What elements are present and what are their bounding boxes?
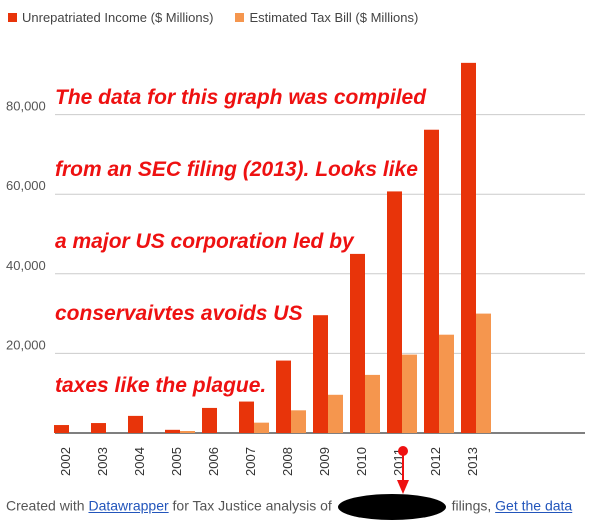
x-tick-label: 2005 bbox=[169, 447, 184, 476]
bar-income bbox=[461, 62, 476, 434]
y-tick-label: 20,000 bbox=[6, 337, 46, 352]
bar-tax bbox=[291, 410, 306, 433]
bar-tax bbox=[180, 431, 195, 433]
annotation-text: The data for this graph was compiled fro… bbox=[55, 38, 426, 446]
redaction-mark bbox=[337, 494, 446, 520]
footer-prefix: Created with bbox=[6, 497, 85, 514]
bar-income bbox=[128, 415, 143, 433]
bar-tax bbox=[254, 422, 269, 433]
x-tick-label: 2008 bbox=[280, 447, 295, 476]
legend: Unrepatriated Income ($ Millions) Estima… bbox=[8, 10, 440, 25]
legend-item-income[interactable]: Unrepatriated Income ($ Millions) bbox=[8, 10, 213, 25]
x-tick-label: 2006 bbox=[206, 447, 221, 476]
y-tick-label: 40,000 bbox=[6, 258, 46, 273]
bar-income bbox=[424, 129, 439, 433]
bar-income bbox=[202, 407, 217, 433]
bar-income bbox=[313, 315, 328, 433]
annotation-line: The data for this graph was compiled bbox=[55, 86, 427, 109]
legend-swatch-income bbox=[8, 13, 17, 22]
bar-income bbox=[239, 401, 254, 433]
bar-income bbox=[276, 360, 291, 433]
x-tick-label: 2012 bbox=[428, 447, 443, 476]
legend-item-tax[interactable]: Estimated Tax Bill ($ Millions) bbox=[235, 10, 418, 25]
legend-label-income: Unrepatriated Income ($ Millions) bbox=[22, 10, 214, 25]
bar-income bbox=[387, 191, 402, 433]
bar-tax bbox=[328, 394, 343, 433]
annotation-line: conservaivtes avoids US bbox=[55, 302, 303, 325]
x-tick-label: 2004 bbox=[132, 447, 147, 476]
footer-middle: for Tax Justice analysis of bbox=[172, 497, 332, 514]
x-tick-label: 2007 bbox=[243, 447, 258, 476]
annotation-line: a major US corporation led by bbox=[55, 230, 354, 253]
legend-label-tax: Estimated Tax Bill ($ Millions) bbox=[249, 10, 419, 25]
footer-suffix: filings, bbox=[451, 497, 492, 514]
get-data-link[interactable]: Get the data bbox=[495, 497, 573, 514]
bar-tax bbox=[365, 374, 380, 433]
datawrapper-link[interactable]: Datawrapper bbox=[88, 497, 169, 514]
y-tick-label: 80,000 bbox=[6, 99, 46, 114]
x-tick-label: 2002 bbox=[58, 447, 73, 476]
bar-income bbox=[54, 425, 69, 433]
footer: Created with Datawrapper for Tax Justice… bbox=[6, 494, 572, 520]
bar-income bbox=[165, 429, 180, 433]
annotation-line: from an SEC filing (2013). Looks like bbox=[55, 158, 418, 181]
x-tick-label: 2009 bbox=[317, 447, 332, 476]
y-tick-label: 60,000 bbox=[6, 178, 46, 193]
annotation-line: taxes like the plague. bbox=[55, 374, 267, 397]
legend-swatch-tax bbox=[235, 13, 245, 22]
bar-income bbox=[350, 253, 365, 433]
x-tick-label: 2013 bbox=[465, 447, 480, 476]
x-tick-label: 2003 bbox=[95, 447, 110, 476]
pointer-arrowhead bbox=[397, 480, 409, 494]
bar-tax bbox=[402, 354, 417, 433]
bar-income bbox=[91, 423, 106, 433]
bar-tax bbox=[476, 313, 491, 433]
bar-tax bbox=[439, 334, 454, 433]
x-tick-label: 2010 bbox=[354, 447, 369, 476]
